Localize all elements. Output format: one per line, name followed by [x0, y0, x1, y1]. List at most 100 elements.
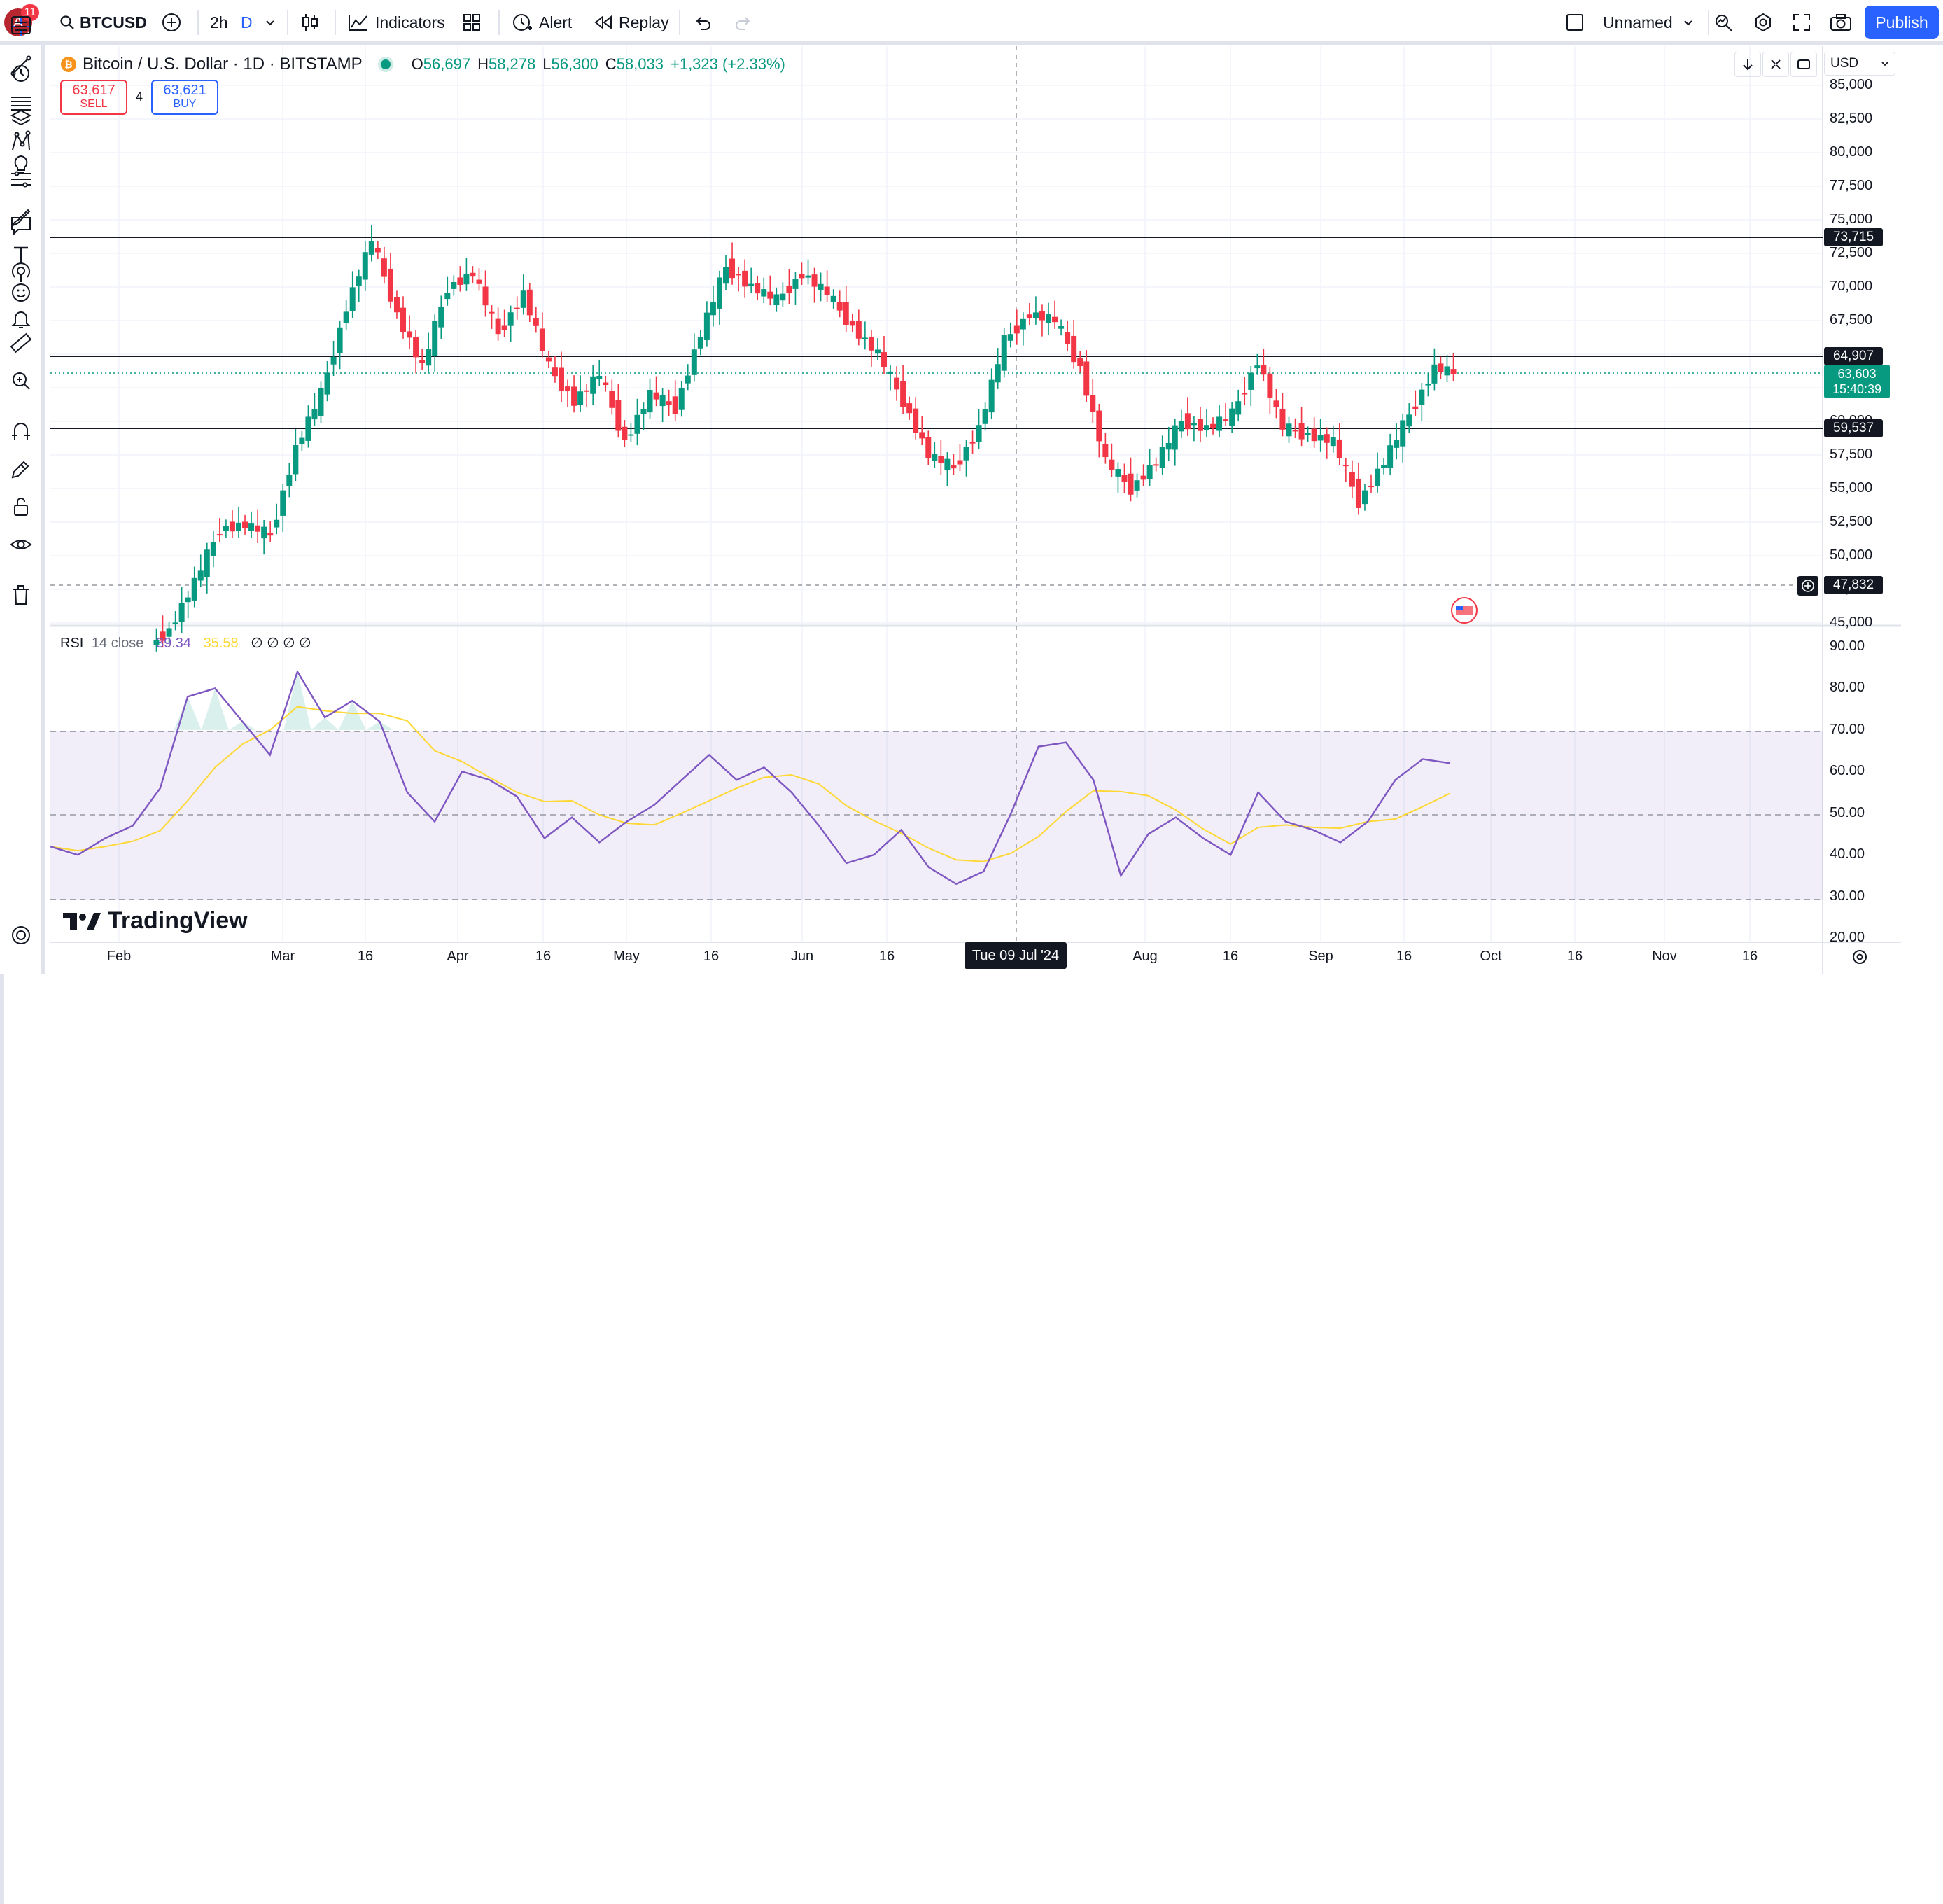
layout-checkbox[interactable] [1566, 0, 1583, 45]
publish-button[interactable]: Publish [1865, 6, 1939, 39]
candle-body [1146, 465, 1153, 479]
watchlist-button[interactable] [6, 10, 36, 41]
candle-body [976, 425, 982, 442]
price-tick-label: 52,500 [1830, 514, 1873, 529]
replay-button[interactable]: Replay [594, 0, 669, 45]
rsi-tick-label: 90.00 [1830, 638, 1865, 654]
candle-body [1330, 437, 1336, 447]
rsi-tick-label: 60.00 [1830, 763, 1865, 779]
quick-search-button[interactable] [1713, 0, 1734, 45]
currency-select[interactable]: USD [1824, 52, 1895, 76]
top-toolbar: A 11 BTCUSD 2h D Indicators Alert Replay [0, 0, 1943, 45]
candle-body [1065, 332, 1071, 344]
symbol-legend[interactable]: ₿ Bitcoin / U.S. Dollar · 1D · BITSTAMP … [60, 53, 785, 76]
rsi-tick-label: 50.00 [1830, 804, 1865, 820]
compass-icon [12, 926, 30, 944]
candle-body [565, 386, 571, 392]
candle-body [755, 283, 761, 294]
emoji-tool[interactable] [6, 277, 36, 308]
indicators-button[interactable]: Indicators [347, 0, 445, 45]
lock-drawing-tool[interactable] [6, 454, 36, 484]
candle-body [1216, 416, 1223, 431]
lock-all-tool[interactable] [6, 491, 36, 522]
candle-body [1191, 423, 1197, 426]
interval-d-button[interactable]: D [241, 0, 253, 45]
economic-event-flag[interactable] [1451, 597, 1478, 624]
candle-body [1077, 358, 1083, 367]
text-icon [14, 246, 28, 263]
tradingview-watermark[interactable]: TradingView [63, 907, 248, 934]
zoom-tool[interactable] [6, 365, 36, 396]
price-tick-label: 50,000 [1830, 547, 1873, 563]
candle-body [1121, 475, 1128, 482]
candle-body [160, 631, 166, 641]
fullscreen-button[interactable] [1792, 0, 1811, 45]
rsi-overbought-fill [174, 671, 394, 730]
buy-button[interactable]: 63,621 BUY [151, 80, 218, 115]
magnet-tool[interactable] [6, 416, 36, 447]
candle-body [1039, 311, 1045, 321]
candle-body [577, 391, 584, 406]
clock-icon [13, 65, 29, 82]
candle-body [894, 377, 900, 390]
pane-maximize-button[interactable] [1790, 52, 1817, 77]
trash-icon [13, 585, 29, 605]
help-button[interactable] [6, 920, 36, 951]
interval-button[interactable]: 2h [210, 0, 228, 45]
redo-button[interactable] [734, 0, 753, 45]
snapshot-button[interactable] [1830, 0, 1852, 45]
candle-body [482, 286, 489, 306]
pane-collapse-button[interactable] [1762, 52, 1789, 77]
candle-body [1317, 435, 1324, 441]
candle-body [736, 274, 742, 276]
candle-body [1096, 410, 1102, 442]
candle-body [1197, 419, 1203, 431]
notifications-button[interactable] [6, 304, 36, 335]
add-alert-button[interactable] [1797, 576, 1818, 596]
layout-name-button[interactable]: Unnamed [1603, 0, 1694, 45]
pane-scroll-down-button[interactable] [1734, 52, 1761, 77]
templates-button[interactable] [462, 0, 482, 45]
alerts-button[interactable] [6, 57, 36, 88]
fib-tool[interactable] [6, 88, 36, 119]
grid-icon [463, 14, 480, 31]
candle-body [969, 442, 976, 444]
settings-button[interactable] [1753, 0, 1774, 45]
ideas-button[interactable] [6, 150, 36, 181]
candle-body [552, 368, 558, 377]
candle-body [988, 379, 995, 413]
measure-tool[interactable] [6, 328, 36, 358]
forecast-tool[interactable] [6, 164, 36, 195]
symbol-search-button[interactable]: BTCUSD [59, 0, 147, 45]
candle-body [381, 258, 387, 277]
candle-body [716, 277, 722, 309]
chat-button[interactable] [6, 210, 36, 241]
brush-tool[interactable] [6, 202, 36, 232]
text-tool[interactable] [6, 239, 36, 270]
time-axis-settings-button[interactable] [1851, 948, 1869, 969]
undo-button[interactable] [693, 0, 713, 45]
candle-body [286, 475, 293, 486]
compare-button[interactable] [161, 0, 182, 45]
separator [498, 10, 500, 35]
remove-drawings-tool[interactable] [6, 580, 36, 610]
candle-body [603, 382, 609, 386]
candle-body [1355, 478, 1361, 508]
chart-canvas[interactable] [50, 46, 1901, 974]
candle-body [659, 395, 666, 407]
object-tree-button[interactable] [6, 104, 36, 134]
symbol-label: BTCUSD [80, 13, 147, 31]
candle-body [925, 437, 932, 458]
rsi-legend[interactable]: RSI 14 close 39.34 35.58 ∅ ∅ ∅ ∅ [60, 634, 311, 652]
layout-name: Unnamed [1603, 13, 1673, 31]
hide-drawings-tool[interactable] [6, 529, 36, 560]
interval-dropdown[interactable] [265, 0, 276, 45]
chart-type-button[interactable] [300, 0, 321, 45]
sell-button[interactable]: 63,617 SELL [60, 80, 127, 115]
alarm-clock-icon [513, 14, 532, 31]
candle-body [1438, 363, 1444, 372]
streams-button[interactable] [6, 258, 36, 288]
candle-body [1286, 424, 1292, 437]
pattern-tool[interactable] [6, 126, 36, 157]
alert-button[interactable]: Alert [511, 0, 572, 45]
